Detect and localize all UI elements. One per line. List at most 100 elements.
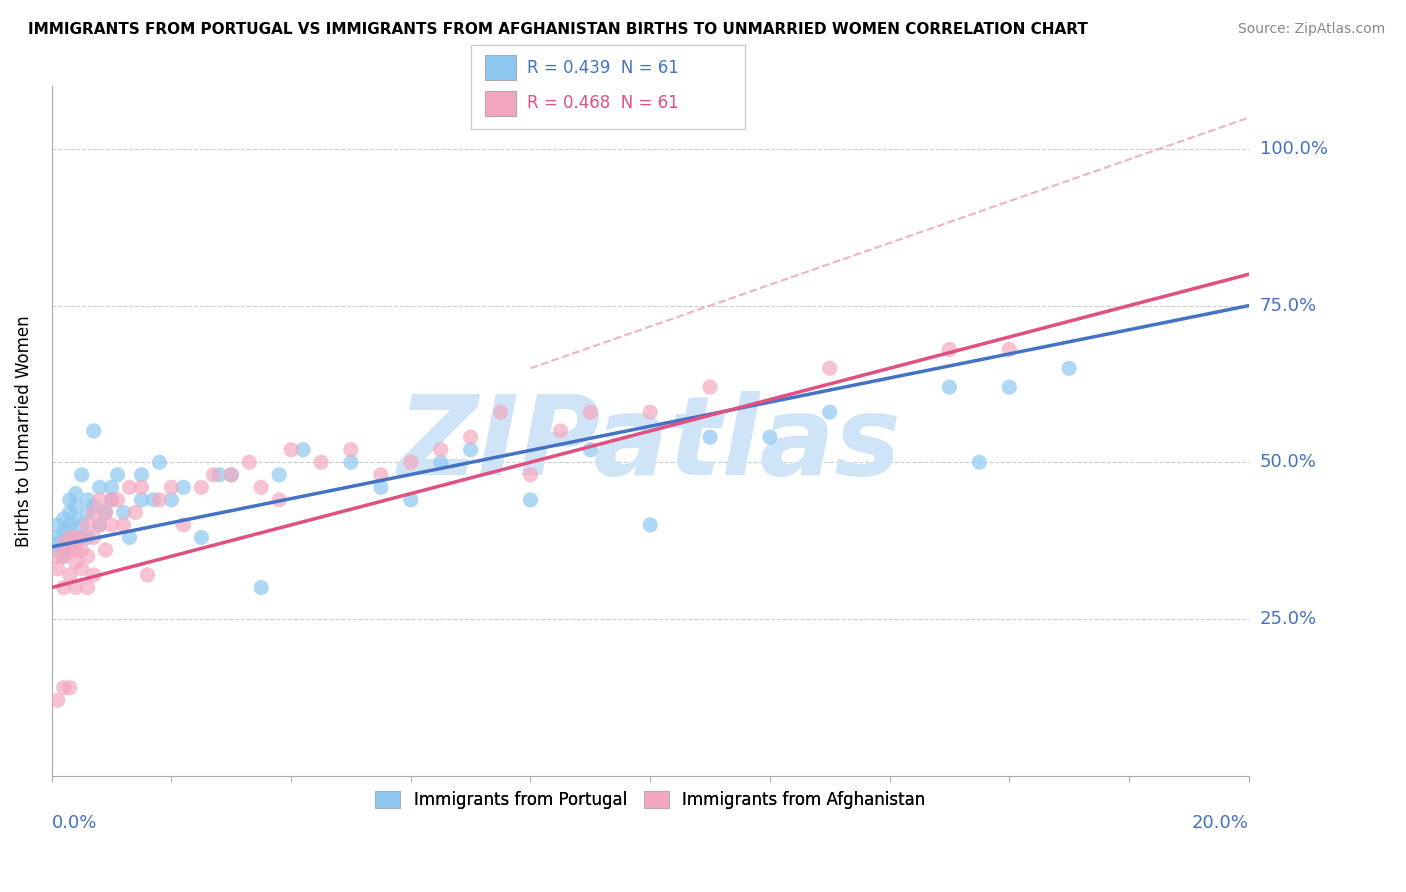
Point	[59, 524, 82, 538]
Point	[148, 455, 170, 469]
Point	[89, 480, 111, 494]
Point	[250, 480, 273, 494]
Point	[112, 517, 135, 532]
Text: 50.0%: 50.0%	[1260, 453, 1316, 471]
Point	[160, 480, 183, 494]
Point	[938, 380, 960, 394]
Point	[699, 430, 721, 444]
Point	[131, 467, 153, 482]
Point	[460, 442, 482, 457]
Point	[118, 480, 141, 494]
Point	[76, 517, 98, 532]
Point	[76, 492, 98, 507]
Text: 25.0%: 25.0%	[1260, 610, 1317, 628]
Point	[219, 467, 242, 482]
Point	[190, 480, 212, 494]
Point	[399, 492, 422, 507]
Point	[998, 380, 1021, 394]
Point	[219, 467, 242, 482]
Point	[89, 517, 111, 532]
Point	[52, 524, 75, 538]
Point	[292, 442, 315, 457]
Point	[938, 343, 960, 357]
Point	[46, 562, 69, 576]
Point	[83, 424, 105, 438]
Text: 20.0%: 20.0%	[1192, 814, 1249, 832]
Point	[370, 467, 392, 482]
Point	[89, 492, 111, 507]
Point	[519, 492, 541, 507]
Point	[89, 517, 111, 532]
Point	[70, 531, 93, 545]
Point	[94, 505, 117, 519]
Point	[107, 467, 129, 482]
Point	[172, 480, 194, 494]
Point	[83, 531, 105, 545]
Point	[579, 405, 602, 419]
Point	[65, 531, 87, 545]
Point	[160, 492, 183, 507]
Text: 0.0%: 0.0%	[52, 814, 97, 832]
Point	[59, 568, 82, 582]
Point	[190, 531, 212, 545]
Point	[46, 517, 69, 532]
Point	[70, 517, 93, 532]
Point	[65, 511, 87, 525]
Point	[124, 505, 146, 519]
Point	[208, 467, 231, 482]
Point	[309, 455, 332, 469]
Point	[70, 543, 93, 558]
Point	[59, 517, 82, 532]
Point	[83, 568, 105, 582]
Point	[998, 343, 1021, 357]
Legend: Immigrants from Portugal, Immigrants from Afghanistan: Immigrants from Portugal, Immigrants fro…	[368, 784, 932, 815]
Text: R = 0.468  N = 61: R = 0.468 N = 61	[527, 95, 679, 112]
Point	[100, 492, 122, 507]
Point	[65, 499, 87, 513]
Point	[460, 430, 482, 444]
Text: IMMIGRANTS FROM PORTUGAL VS IMMIGRANTS FROM AFGHANISTAN BIRTHS TO UNMARRIED WOME: IMMIGRANTS FROM PORTUGAL VS IMMIGRANTS F…	[28, 22, 1088, 37]
Point	[52, 537, 75, 551]
Point	[250, 581, 273, 595]
Point	[70, 562, 93, 576]
Text: ZIPatlas: ZIPatlas	[398, 392, 903, 499]
Point	[370, 480, 392, 494]
Point	[59, 531, 82, 545]
Point	[59, 531, 82, 545]
Point	[46, 531, 69, 545]
Point	[112, 505, 135, 519]
Point	[83, 499, 105, 513]
Point	[100, 492, 122, 507]
Point	[70, 467, 93, 482]
Point	[638, 517, 661, 532]
Point	[46, 549, 69, 564]
Point	[131, 480, 153, 494]
Point	[131, 492, 153, 507]
Point	[818, 361, 841, 376]
Point	[83, 505, 105, 519]
Point	[65, 486, 87, 500]
Point	[280, 442, 302, 457]
Point	[519, 467, 541, 482]
Point	[94, 505, 117, 519]
Point	[52, 681, 75, 695]
Point	[59, 537, 82, 551]
Point	[52, 549, 75, 564]
Point	[70, 531, 93, 545]
Point	[818, 405, 841, 419]
Point	[969, 455, 991, 469]
Point	[340, 455, 363, 469]
Point	[94, 543, 117, 558]
Point	[76, 531, 98, 545]
Point	[429, 442, 451, 457]
Point	[52, 549, 75, 564]
Point	[429, 455, 451, 469]
Point	[136, 568, 159, 582]
Point	[76, 505, 98, 519]
Point	[269, 492, 291, 507]
Point	[52, 511, 75, 525]
Point	[100, 517, 122, 532]
Point	[202, 467, 225, 482]
Text: 75.0%: 75.0%	[1260, 297, 1317, 315]
Text: R = 0.439  N = 61: R = 0.439 N = 61	[527, 59, 679, 77]
